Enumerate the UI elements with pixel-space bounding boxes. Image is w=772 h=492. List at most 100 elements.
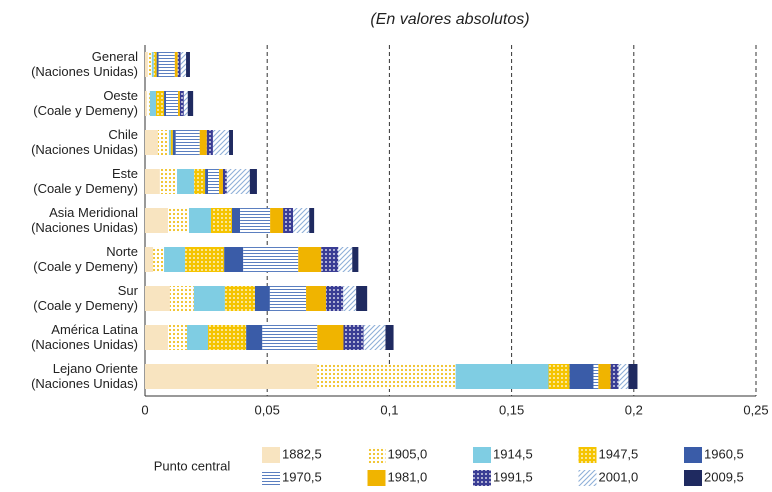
legend-swatch (684, 470, 702, 486)
bar-segment (153, 52, 157, 77)
bar-segment (170, 130, 173, 155)
bar-segment (183, 91, 188, 116)
bar-segment (199, 130, 207, 155)
bar-segment (343, 325, 364, 350)
y-tick-label: Asia Meridional (49, 205, 138, 220)
legend-swatch (367, 470, 386, 486)
y-tick-label: (Coale y Demeny) (33, 181, 138, 196)
bar-segment (317, 325, 344, 350)
legend-swatch (578, 447, 597, 463)
legend-label: 1905,0 (388, 446, 428, 461)
bar-segment (270, 208, 284, 233)
x-tick-label: 0,25 (743, 402, 768, 417)
legend-label: 1947,5 (599, 446, 639, 461)
bar-segment (229, 130, 233, 155)
bar-segment (246, 325, 263, 350)
bar-segment (593, 364, 599, 389)
bar-segment (610, 364, 619, 389)
y-tick-label: (Naciones Unidas) (31, 337, 138, 352)
bar-segment (179, 91, 184, 116)
x-tick-label: 0 (141, 402, 148, 417)
y-tick-label: (Coale y Demeny) (33, 259, 138, 274)
bar-segment (156, 52, 159, 77)
bar-segment (158, 52, 175, 77)
bar-segment (146, 91, 150, 116)
legend-title: Punto central (154, 458, 231, 473)
bar-segment (283, 208, 294, 233)
bar-segment (385, 325, 394, 350)
x-tick-label: 0,1 (380, 402, 398, 417)
bar-segment (186, 52, 190, 77)
bar-segment (187, 91, 194, 116)
bar-segment (172, 130, 176, 155)
bar-segment (254, 286, 270, 311)
bar-segment (145, 52, 148, 77)
bar-segment (145, 208, 168, 233)
y-tick-label: (Coale y Demeny) (33, 298, 138, 313)
legend-label: 1981,0 (388, 469, 428, 484)
legend-swatch (578, 470, 597, 486)
bar-segment (628, 364, 638, 389)
bar-segment (167, 325, 188, 350)
bar-segment (193, 286, 225, 311)
bar-segment (194, 169, 206, 194)
bar-segment (317, 364, 456, 389)
bar-segment (177, 169, 195, 194)
bar-segment (321, 247, 339, 272)
bar-segment (208, 325, 247, 350)
bar-segment (159, 169, 178, 194)
y-tick-label: Este (112, 166, 138, 181)
x-tick-label: 0,2 (625, 402, 643, 417)
y-tick-label: General (92, 49, 138, 64)
bar-segment (145, 169, 160, 194)
bar-segment (157, 130, 169, 155)
bar-segment (249, 169, 257, 194)
y-tick-label: Chile (108, 127, 138, 142)
y-tick-label: (Naciones Unidas) (31, 220, 138, 235)
bar-segment (187, 325, 209, 350)
bar-segment (145, 286, 170, 311)
legend-label: 1991,5 (493, 469, 533, 484)
bar-segment (243, 247, 299, 272)
bar-segment (222, 169, 227, 194)
legend-label: 2009,5 (704, 469, 744, 484)
bar-segment (455, 364, 549, 389)
bar-segment (177, 52, 181, 77)
bar-segment (338, 247, 353, 272)
x-tick-label: 0,05 (255, 402, 280, 417)
bar-segment (343, 286, 357, 311)
bar-segment (212, 130, 230, 155)
bar-segment (262, 325, 318, 350)
bar-segment (175, 130, 200, 155)
legend-swatch (262, 447, 280, 463)
bar-segment (618, 364, 629, 389)
bar-segment (145, 91, 147, 116)
bar-segment (309, 208, 315, 233)
bar-segment (363, 325, 386, 350)
bar-segment (167, 208, 189, 233)
bar-segment (205, 169, 209, 194)
bar-segment (306, 286, 327, 311)
y-tick-label: América Latina (51, 322, 138, 337)
bar-segment (226, 169, 250, 194)
bar-segment (219, 169, 223, 194)
bar-segment (224, 247, 244, 272)
bar-segment (164, 247, 186, 272)
bar-segment (185, 247, 225, 272)
legend-swatch (684, 447, 702, 463)
bar-segment (169, 286, 194, 311)
bar-segment (153, 247, 165, 272)
y-tick-label: (Coale y Demeny) (33, 103, 138, 118)
legend-label: 1960,5 (704, 446, 744, 461)
bar-segment (598, 364, 611, 389)
y-tick-label: (Naciones Unidas) (31, 142, 138, 157)
bar-segment (356, 286, 368, 311)
bar-segment (548, 364, 570, 389)
bar-segment (569, 364, 594, 389)
bar-segment (293, 208, 310, 233)
y-tick-label: Sur (118, 283, 139, 298)
bar-segment (174, 52, 178, 77)
legend-swatch (473, 447, 491, 463)
legend-label: 2001,0 (599, 469, 639, 484)
